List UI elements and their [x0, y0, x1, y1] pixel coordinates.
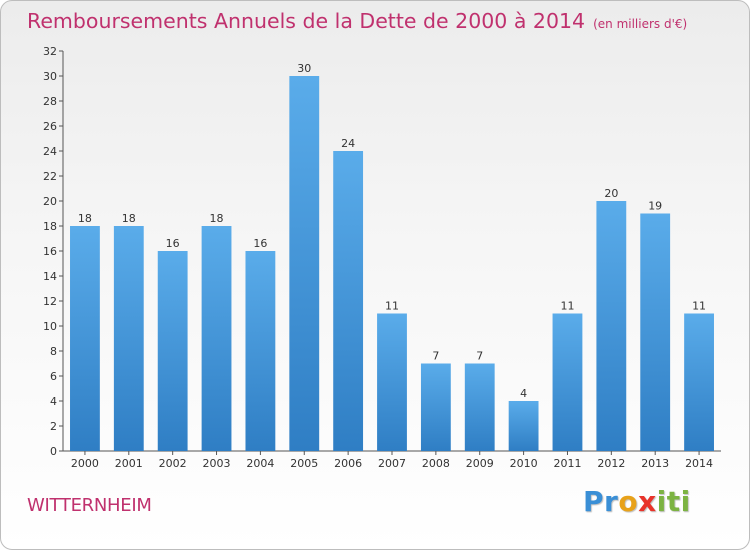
- logo-letter: P: [583, 485, 605, 518]
- value-label-2003: 18: [210, 212, 224, 225]
- y-tick-label: 6: [50, 370, 57, 383]
- x-tick-label-2002: 2002: [159, 457, 187, 470]
- value-label-2008: 7: [432, 350, 439, 363]
- x-tick-label-2003: 2003: [203, 457, 231, 470]
- logo-letter: r: [604, 485, 619, 518]
- chart-unit: (en milliers d'€): [593, 17, 688, 31]
- bar-2006: [333, 151, 364, 451]
- y-tick-label: 18: [43, 220, 57, 233]
- x-tick-label-2007: 2007: [378, 457, 406, 470]
- y-tick-label: 22: [43, 170, 57, 183]
- bar-2001: [113, 226, 144, 451]
- bar-2007: [377, 313, 407, 451]
- bar-2009: [464, 363, 495, 451]
- y-tick-label: 8: [50, 345, 57, 358]
- y-tick-label: 28: [43, 95, 57, 108]
- x-tick-label-2008: 2008: [422, 457, 450, 470]
- bar-2012: [596, 201, 627, 451]
- value-label-2005: 30: [297, 62, 311, 75]
- value-label-2007: 11: [385, 300, 399, 313]
- value-label-2013: 19: [648, 200, 662, 213]
- y-tick-label: 30: [43, 70, 57, 83]
- value-label-2012: 20: [604, 187, 618, 200]
- value-label-2001: 18: [122, 212, 136, 225]
- x-tick-label-2001: 2001: [115, 457, 143, 470]
- y-tick-label: 16: [43, 245, 57, 258]
- x-tick-label-2009: 2009: [466, 457, 494, 470]
- bar-2010: [508, 401, 539, 451]
- bar-2000: [70, 226, 100, 451]
- value-label-2002: 16: [166, 237, 180, 250]
- logo-letter: x: [638, 485, 657, 518]
- bar-2003: [201, 226, 232, 451]
- city-name: WITTERNHEIM: [27, 495, 152, 516]
- x-tick-label-2013: 2013: [641, 457, 669, 470]
- y-tick-label: 0: [50, 445, 57, 458]
- y-tick-label: 10: [43, 320, 57, 333]
- value-label-2009: 7: [476, 350, 483, 363]
- chart-title: Remboursements Annuels de la Dette de 20…: [27, 9, 687, 33]
- logo-letter: t: [666, 485, 681, 518]
- bar-2014: [684, 313, 714, 451]
- x-tick-label-2012: 2012: [597, 457, 625, 470]
- logo-letter: o: [618, 485, 639, 518]
- logo-letter: i: [680, 485, 691, 518]
- logo-letter: i: [656, 485, 667, 518]
- bar-2004: [245, 251, 276, 451]
- value-label-2000: 18: [78, 212, 92, 225]
- bar-2011: [552, 313, 583, 451]
- proxiti-logo: Proxiti: [583, 485, 691, 518]
- x-tick-label-2011: 2011: [553, 457, 581, 470]
- x-tick-label-2006: 2006: [334, 457, 362, 470]
- value-label-2014: 11: [692, 300, 706, 313]
- value-label-2004: 16: [253, 237, 267, 250]
- y-tick-label: 24: [43, 145, 57, 158]
- x-tick-label-2014: 2014: [685, 457, 713, 470]
- value-label-2011: 11: [560, 300, 574, 313]
- x-tick-label-2010: 2010: [510, 457, 538, 470]
- x-tick-label-2005: 2005: [290, 457, 318, 470]
- bar-2008: [420, 363, 451, 451]
- y-tick-label: 12: [43, 295, 57, 308]
- x-tick-label-2000: 2000: [71, 457, 99, 470]
- y-tick-label: 20: [43, 195, 57, 208]
- bar-2002: [157, 251, 188, 451]
- y-tick-label: 4: [50, 395, 57, 408]
- y-tick-label: 26: [43, 120, 57, 133]
- bar-2013: [640, 213, 671, 451]
- chart-title-text: Remboursements Annuels de la Dette de 20…: [27, 9, 586, 33]
- y-tick-label: 32: [43, 45, 57, 58]
- x-tick-label-2004: 2004: [246, 457, 274, 470]
- bar-2005: [289, 76, 320, 451]
- y-tick-label: 14: [43, 270, 57, 283]
- value-label-2006: 24: [341, 137, 355, 150]
- value-label-2010: 4: [520, 387, 527, 400]
- y-tick-label: 2: [50, 420, 57, 433]
